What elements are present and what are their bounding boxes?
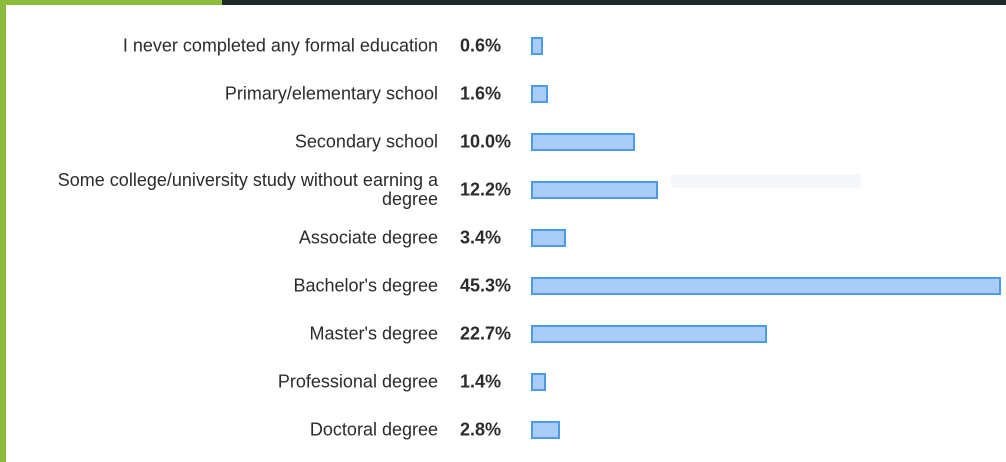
bar-row: Associate degree 3.4% bbox=[6, 214, 1006, 262]
bar bbox=[531, 421, 561, 439]
value-label: 0.6% bbox=[460, 35, 502, 56]
category-label: Some college/university study without ea… bbox=[57, 170, 438, 209]
value-label: 1.6% bbox=[460, 83, 502, 104]
bar-row: Primary/elementary school 1.6% bbox=[6, 70, 1006, 118]
bar-row: Master's degree 22.7% bbox=[6, 310, 1006, 358]
bar bbox=[531, 277, 1001, 295]
bar bbox=[531, 85, 548, 103]
bar bbox=[531, 133, 635, 151]
category-label: Primary/elementary school bbox=[224, 83, 438, 104]
accent-stripe-top bbox=[0, 0, 222, 5]
bar-row: I never completed any formal education 0.… bbox=[6, 22, 1006, 70]
category-label: Secondary school bbox=[294, 131, 438, 152]
value-label: 22.7% bbox=[460, 323, 512, 344]
bar-row: Doctoral degree 2.8% bbox=[6, 406, 1006, 454]
bar-row: Secondary school 10.0% bbox=[6, 118, 1006, 166]
category-label: Master's degree bbox=[309, 323, 439, 344]
bar bbox=[531, 325, 767, 343]
value-label: 2.8% bbox=[460, 419, 502, 440]
value-label: 10.0% bbox=[460, 131, 512, 152]
category-label: Associate degree bbox=[298, 227, 438, 248]
bar bbox=[531, 181, 658, 199]
chart-panel: I never completed any formal education 0.… bbox=[6, 5, 1006, 462]
bar-row: Some college/university study without ea… bbox=[6, 166, 1006, 214]
bar-row: Professional degree 1.4% bbox=[6, 358, 1006, 406]
bar-row: Bachelor's degree 45.3% bbox=[6, 262, 1006, 310]
category-label: Bachelor's degree bbox=[293, 275, 438, 296]
category-label: Doctoral degree bbox=[309, 419, 438, 440]
value-label: 45.3% bbox=[460, 275, 512, 296]
value-label: 1.4% bbox=[460, 371, 502, 392]
category-label: I never completed any formal education bbox=[122, 35, 438, 56]
value-label: 3.4% bbox=[460, 227, 502, 248]
category-label: Professional degree bbox=[277, 371, 438, 392]
accent-stripe-left bbox=[0, 0, 6, 462]
bar bbox=[531, 373, 546, 391]
faint-overlay-artifact bbox=[671, 174, 861, 188]
value-label: 12.2% bbox=[460, 179, 512, 200]
bar bbox=[531, 37, 543, 55]
bar bbox=[531, 229, 567, 247]
